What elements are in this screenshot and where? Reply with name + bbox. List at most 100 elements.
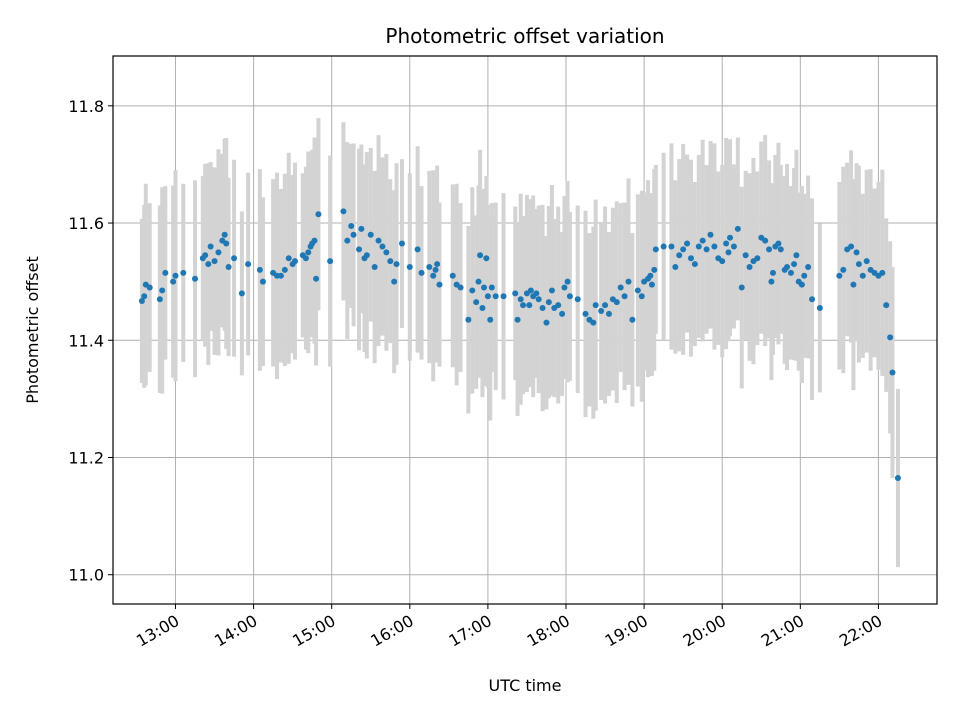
data-point	[180, 269, 187, 276]
data-point	[138, 297, 145, 304]
data-point	[215, 249, 222, 256]
data-point	[840, 266, 847, 273]
data-point	[738, 284, 745, 291]
data-point	[156, 296, 163, 303]
data-point	[548, 287, 555, 294]
data-point	[432, 266, 439, 273]
data-point	[170, 278, 177, 285]
y-tick-label: 11.4	[68, 331, 104, 350]
data-point	[483, 255, 490, 262]
data-point	[602, 302, 609, 309]
data-point	[687, 255, 694, 262]
data-point	[434, 261, 441, 268]
data-point	[414, 246, 421, 253]
data-point	[391, 278, 398, 285]
data-point	[559, 310, 566, 317]
data-point	[889, 369, 896, 376]
data-point	[647, 272, 654, 279]
data-point	[358, 225, 365, 232]
data-point	[625, 278, 632, 285]
data-point	[245, 261, 252, 268]
data-point	[291, 258, 298, 265]
data-point	[426, 263, 433, 270]
data-point	[853, 249, 860, 256]
data-point	[449, 272, 456, 279]
data-point	[762, 237, 769, 244]
data-point	[327, 258, 334, 265]
data-point	[711, 243, 718, 250]
data-point	[350, 231, 357, 238]
data-point	[879, 269, 886, 276]
data-point	[863, 258, 870, 265]
y-tick-label: 11.6	[68, 214, 104, 233]
data-point	[281, 266, 288, 273]
data-point	[684, 240, 691, 247]
data-point	[894, 474, 901, 481]
data-point	[703, 246, 710, 253]
data-point	[676, 252, 683, 259]
data-point	[492, 293, 499, 300]
data-point	[473, 299, 480, 306]
data-point	[605, 310, 612, 317]
data-point	[651, 266, 658, 273]
data-point	[387, 258, 394, 265]
data-point	[566, 293, 573, 300]
data-point	[477, 252, 484, 259]
data-point	[769, 269, 776, 276]
data-point	[517, 296, 524, 303]
data-point	[723, 240, 730, 247]
data-point	[487, 316, 494, 323]
data-point	[223, 240, 230, 247]
data-point	[480, 284, 487, 291]
data-point	[500, 293, 507, 300]
data-point	[742, 252, 749, 259]
data-point	[484, 293, 491, 300]
data-point	[375, 237, 382, 244]
data-point	[652, 246, 659, 253]
data-point	[816, 305, 823, 312]
data-point	[479, 305, 486, 312]
x-axis-label: UTC time	[489, 676, 562, 695]
data-point	[488, 284, 495, 291]
data-point	[256, 266, 263, 273]
data-point	[754, 255, 761, 262]
data-point	[719, 258, 726, 265]
data-point	[238, 290, 245, 297]
chart-title: Photometric offset variation	[385, 24, 664, 48]
data-point	[526, 302, 533, 309]
data-point	[436, 281, 443, 288]
data-point	[746, 263, 753, 270]
data-point	[205, 261, 212, 268]
data-point	[787, 269, 794, 276]
data-point	[555, 302, 562, 309]
data-point	[695, 243, 702, 250]
data-point	[777, 246, 784, 253]
data-point	[221, 231, 228, 238]
data-point	[805, 263, 812, 270]
data-point	[457, 284, 464, 291]
data-point	[672, 263, 679, 270]
data-point	[791, 261, 798, 268]
data-point	[848, 243, 855, 250]
data-point	[469, 287, 476, 294]
data-point	[159, 287, 166, 294]
data-point	[162, 269, 169, 276]
data-point	[348, 222, 355, 229]
data-point	[730, 243, 737, 250]
data-point	[798, 281, 805, 288]
data-point	[707, 231, 714, 238]
data-point	[211, 258, 218, 265]
data-point	[311, 237, 318, 244]
data-point	[574, 296, 581, 303]
data-point	[259, 278, 266, 285]
data-point	[629, 316, 636, 323]
data-point	[621, 293, 628, 300]
data-point	[520, 302, 527, 309]
data-point	[379, 243, 386, 250]
data-point	[418, 269, 425, 276]
data-point	[590, 319, 597, 326]
data-point	[592, 302, 599, 309]
data-point	[613, 299, 620, 306]
data-point	[146, 284, 153, 291]
